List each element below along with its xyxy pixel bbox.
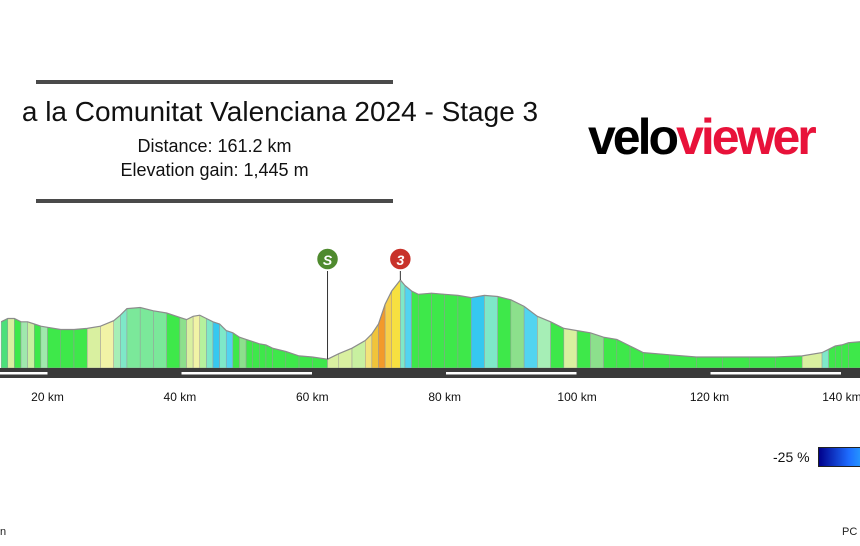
x-tick-label: 100 km [557,390,596,404]
profile-segment [47,327,61,369]
footer-right-text: PC [842,526,858,538]
profile-segment [371,323,379,369]
profile-segment [179,317,187,369]
profile-segment [0,318,9,369]
axis-stripe [181,372,312,375]
profile-segment [497,296,512,369]
x-tick-label: 40 km [164,390,197,404]
profile-segment [400,279,406,369]
profile-segment [603,336,618,369]
profile-segment [411,290,419,369]
profile-segment [186,315,194,369]
profile-segment [590,332,604,369]
profile-segment [73,328,88,369]
legend-min-label: -25 % [773,449,810,465]
x-tick-label: 60 km [296,390,329,404]
profile-segment [232,332,240,369]
profile-segment [431,292,445,369]
profile-segment [100,320,114,369]
profile-segment [457,295,472,369]
profile-segment [14,318,22,369]
profile-segment [722,356,750,369]
profile-segment [841,342,849,369]
distance-label: Distance: 161.2 km [137,136,292,156]
profile-segment [219,323,227,369]
profile-segment [34,323,42,369]
profile-segment [470,295,485,369]
profile-segment [40,325,48,369]
axis-stripe [446,372,577,375]
distance-axis-bar [0,368,860,378]
title-rule-top [36,80,393,84]
profile-segment [212,321,220,369]
profile-segment [153,310,167,369]
axis-stripe [710,372,841,375]
profile-segment [576,330,591,369]
profile-segment [86,325,101,369]
profile-segment [60,329,75,369]
profile-segment [417,292,432,369]
profile-segment [550,321,565,369]
profile-segment [206,318,214,369]
x-tick-label: 20 km [31,390,64,404]
marker-circle [315,247,340,271]
profile-segment [404,284,412,369]
profile-segment [616,338,631,369]
profile-segment [120,307,128,369]
marker-label: 3 [396,252,404,268]
x-tick-label: 120 km [690,390,729,404]
gradient-legend-bar [818,447,860,467]
profile-segment [748,356,776,369]
profile-segment [444,294,459,369]
x-tick-label: 140 km [822,390,860,404]
profile-segment [391,279,401,369]
profile-segment [252,341,260,369]
profile-segment [192,314,201,369]
x-tick-label: 80 km [428,390,461,404]
profile-segment [199,314,207,369]
profile-segment [835,344,843,369]
profile-segment [7,318,15,369]
profile-segment [20,321,28,369]
profile-segment [775,355,803,369]
profile-segment [848,341,860,369]
chart-title: a la Comunitat Valenciana 2024 - Stage 3 [21,96,539,127]
title-rule-bottom [36,199,393,203]
footer-left-text: n [0,526,7,538]
profile-segment [537,315,551,369]
profile-segment [523,305,538,369]
profile-segment [298,355,313,369]
profile-segment [166,312,181,369]
profile-segment [563,328,578,369]
profile-segment [696,356,723,369]
profile-segment [239,336,247,369]
profile-segment [139,307,154,369]
marker-circle [388,247,413,271]
profile-segment [126,307,141,369]
profile-outline [0,279,860,360]
profile-segment [510,299,525,369]
profile-segment [484,295,498,369]
profile-segment [225,330,234,369]
profile-segment [245,339,253,369]
axis-stripe [0,372,48,375]
profile-segment [113,314,121,369]
marker-label: S [323,252,333,268]
profile-segment [259,343,267,369]
veloviewer-logo: veloviewer [588,109,817,165]
profile-segment [27,321,35,369]
elevation-gain-label: Elevation gain: 1,445 m [120,160,309,180]
